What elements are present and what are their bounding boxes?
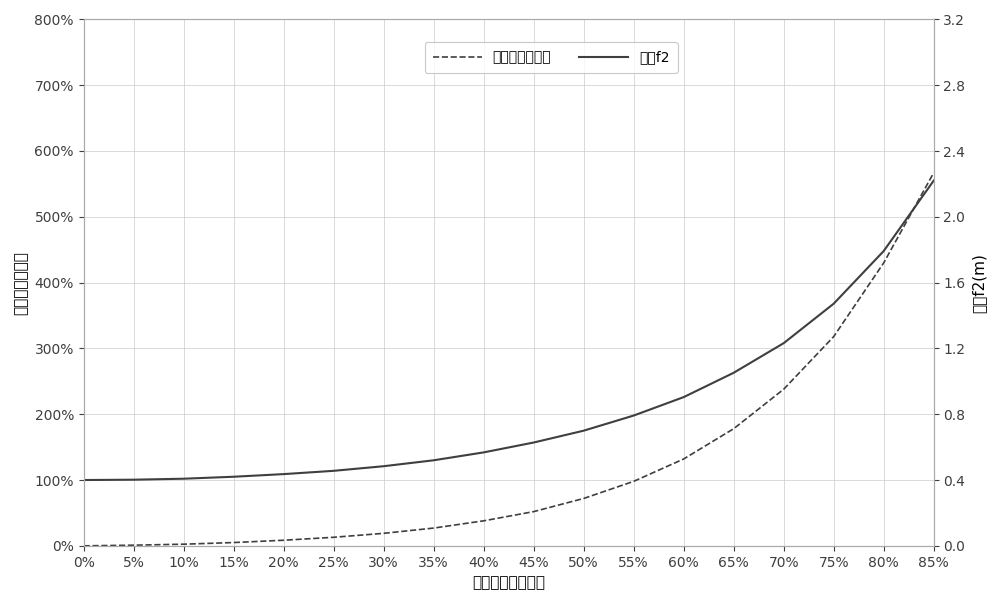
焦距f2	[778, 339, 790, 347]
焦距f2	[678, 393, 690, 400]
焦距f2	[428, 457, 440, 464]
焦距f2	[278, 471, 290, 478]
焦距相对变化量	[778, 385, 790, 393]
焦距f2	[928, 177, 940, 184]
焦距相对变化量	[878, 259, 890, 266]
焦距f2	[628, 412, 640, 419]
焦距相对变化量	[528, 508, 540, 515]
焦距f2	[328, 467, 340, 474]
焦距f2	[578, 427, 590, 434]
焦距相对变化量	[928, 169, 940, 176]
Legend: 焦距相对变化量, 焦距f2: 焦距相对变化量, 焦距f2	[425, 42, 678, 73]
焦距相对变化量	[628, 478, 640, 485]
焦距相对变化量	[78, 542, 90, 550]
焦距f2	[828, 300, 840, 307]
Line: 焦距相对变化量: 焦距相对变化量	[84, 173, 934, 546]
焦距f2	[878, 248, 890, 255]
焦距相对变化量	[328, 534, 340, 541]
Line: 焦距f2: 焦距f2	[84, 181, 934, 480]
焦距相对变化量	[378, 530, 390, 537]
焦距相对变化量	[728, 425, 740, 432]
焦距相对变化量	[828, 333, 840, 340]
焦距相对变化量	[428, 524, 440, 532]
Y-axis label: 焦距相对变化量: 焦距相对变化量	[14, 251, 29, 315]
焦距f2	[378, 463, 390, 470]
焦距相对变化量	[478, 517, 490, 524]
焦距f2	[228, 473, 240, 480]
焦距相对变化量	[128, 542, 140, 549]
Y-axis label: 焦距f2(m): 焦距f2(m)	[971, 252, 986, 312]
焦距相对变化量	[228, 539, 240, 546]
焦距f2	[478, 449, 490, 456]
焦距f2	[528, 439, 540, 446]
X-axis label: 光程差相对变化量: 光程差相对变化量	[472, 575, 545, 590]
焦距相对变化量	[178, 541, 190, 548]
焦距f2	[178, 475, 190, 483]
焦距相对变化量	[578, 495, 590, 502]
焦距相对变化量	[278, 536, 290, 544]
焦距相对变化量	[678, 455, 690, 463]
焦距f2	[78, 477, 90, 484]
焦距f2	[128, 476, 140, 483]
焦距f2	[728, 369, 740, 376]
